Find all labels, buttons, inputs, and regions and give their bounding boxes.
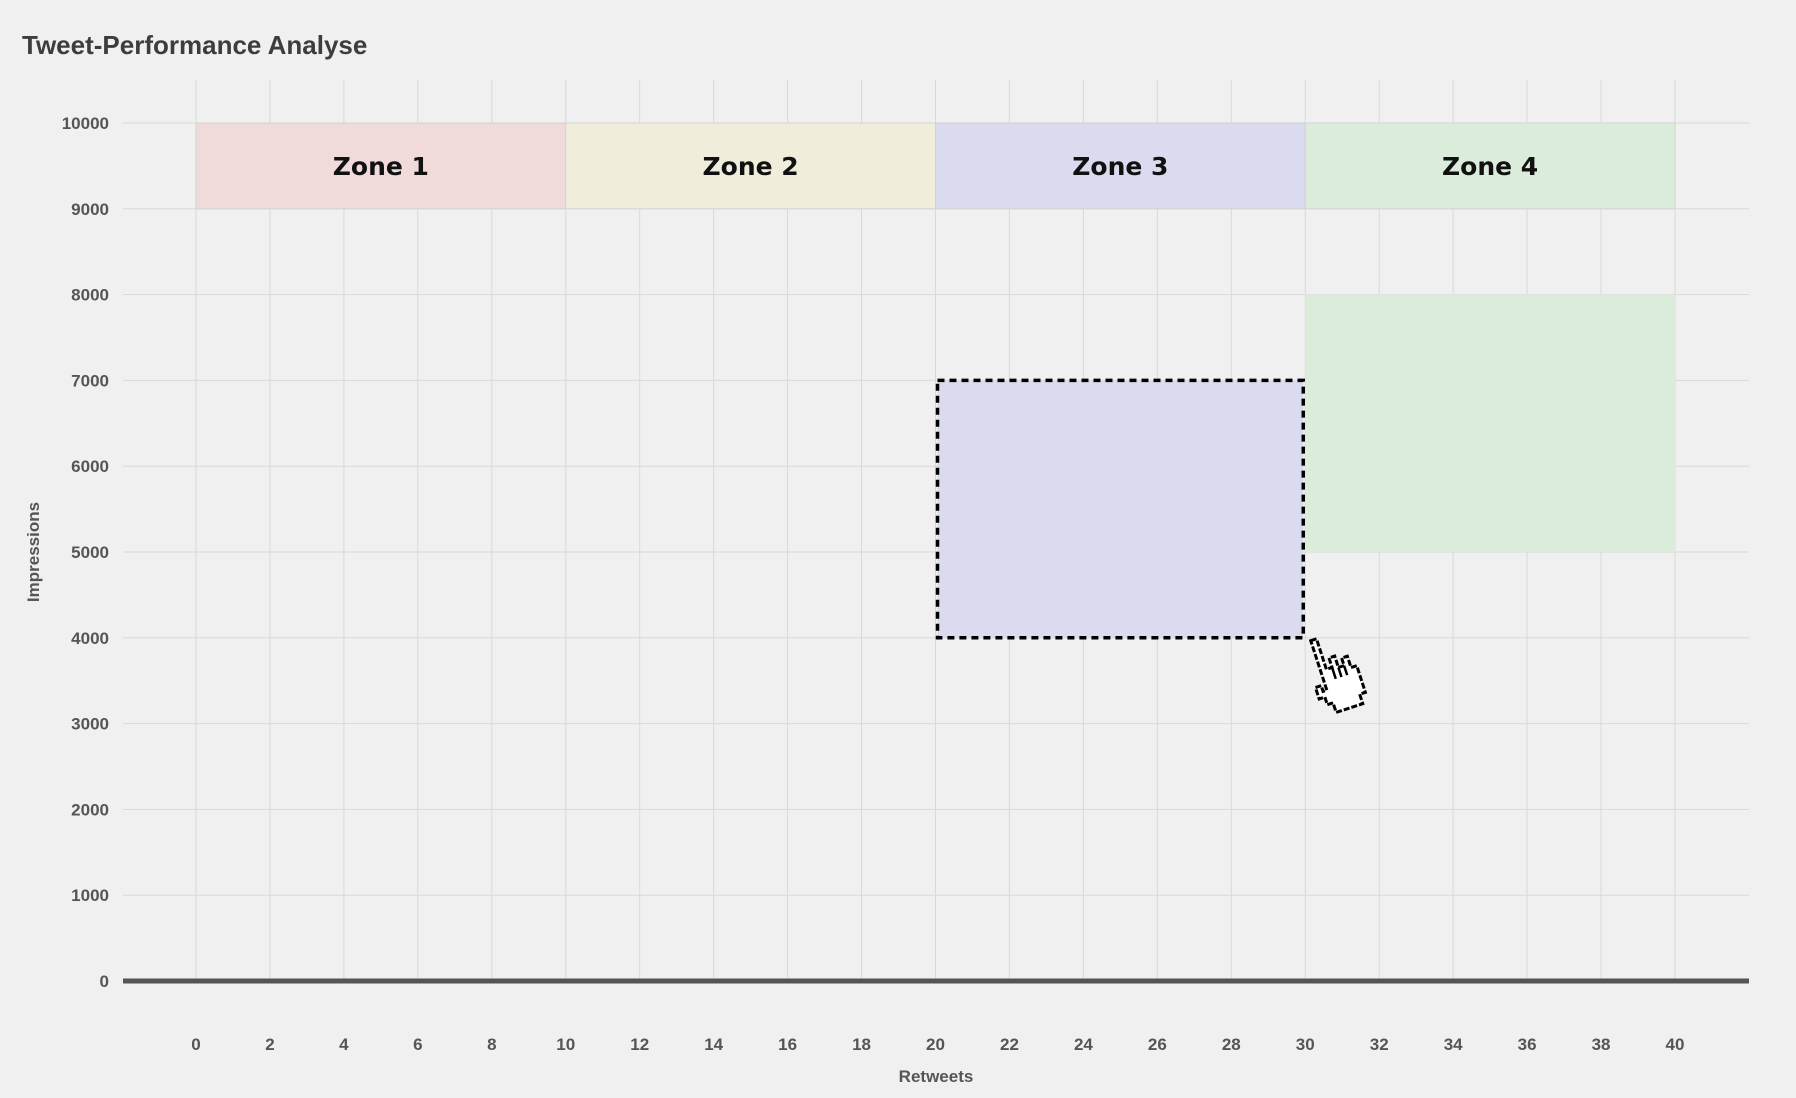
zone-label-4: Zone 4: [1442, 152, 1538, 181]
x-tick-label: 34: [1444, 1035, 1463, 1054]
x-tick-label: 32: [1370, 1035, 1389, 1054]
x-tick-label: 24: [1074, 1035, 1093, 1054]
x-tick-label: 40: [1666, 1035, 1685, 1054]
y-tick-label: 9000: [71, 200, 109, 219]
zone-band-3: [935, 122, 1306, 210]
zone-label-2: Zone 2: [703, 152, 799, 181]
zone-label-1: Zone 1: [333, 152, 429, 181]
x-tick-label: 10: [556, 1035, 575, 1054]
x-tick-label: 16: [778, 1035, 797, 1054]
x-tick-label: 20: [926, 1035, 945, 1054]
y-tick-label: 7000: [71, 371, 109, 390]
x-tick-label: 18: [852, 1035, 871, 1054]
zone-region-layer[interactable]: [935, 294, 1676, 640]
y-tick-label: 8000: [71, 286, 109, 305]
page-title: Tweet-Performance Analyse: [22, 30, 368, 60]
x-tick-label: 8: [487, 1035, 496, 1054]
x-tick-label: 22: [1000, 1035, 1019, 1054]
zone-header-layer: Zone 1 Zone 2 Zone 3 Zone 4: [195, 122, 1676, 210]
pointer-hand-icon: [1308, 636, 1368, 715]
x-tick-label: 12: [630, 1035, 649, 1054]
zone-band-2: [565, 122, 936, 210]
x-tick-label: 26: [1148, 1035, 1167, 1054]
x-axis-title: Retweets: [899, 1067, 974, 1086]
x-tick-label: 0: [191, 1035, 200, 1054]
zone-region[interactable]: [1305, 294, 1675, 552]
y-tick-label: 4000: [71, 629, 109, 648]
x-tick-label: 4: [339, 1035, 349, 1054]
x-tick-label: 36: [1518, 1035, 1537, 1054]
y-tick-label: 6000: [71, 457, 109, 476]
x-tick-label: 28: [1222, 1035, 1241, 1054]
y-tick-label: 2000: [71, 800, 109, 819]
zone-label-3: Zone 3: [1072, 152, 1168, 181]
y-axis-title: Impressions: [24, 502, 43, 602]
y-tick-label: 0: [100, 972, 109, 991]
y-tick-label: 5000: [71, 543, 109, 562]
y-tick-label: 3000: [71, 715, 109, 734]
x-tick-label: 14: [704, 1035, 723, 1054]
zone-band-1: [195, 122, 567, 210]
x-tick-label: 38: [1592, 1035, 1611, 1054]
x-tick-label: 2: [265, 1035, 274, 1054]
cursor-hand-shape: [1308, 636, 1368, 715]
y-tick-label: 10000: [62, 114, 109, 133]
dragged-region[interactable]: [935, 378, 1305, 640]
tick-labels: 0 2 4 6 8 10 12 14 16 18 20 22 24 26 28 30 32 34 36 38 40010…: [62, 114, 1685, 1054]
x-tick-label: 6: [413, 1035, 422, 1054]
zone-band-4: [1304, 122, 1676, 210]
y-tick-label: 1000: [71, 886, 109, 905]
x-tick-label: 30: [1296, 1035, 1315, 1054]
